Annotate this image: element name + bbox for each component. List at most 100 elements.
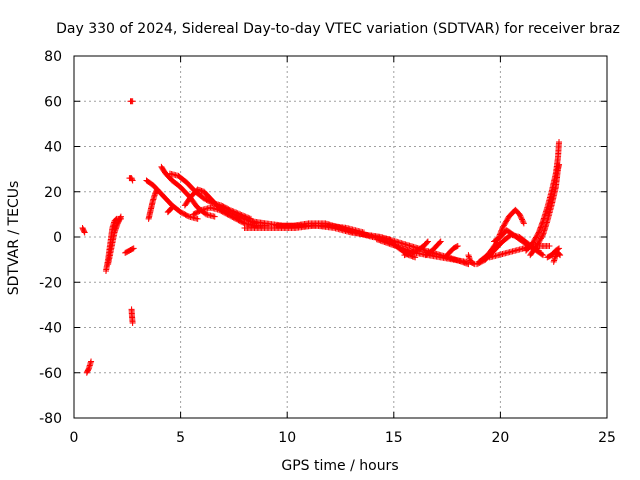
- data-point: [533, 233, 540, 240]
- data-point: [194, 215, 201, 222]
- data-point: [169, 204, 176, 211]
- grid: [74, 56, 607, 418]
- data-point: [498, 226, 505, 233]
- data-point: [498, 227, 505, 234]
- y-tick-label: 80: [44, 49, 62, 65]
- track-spur-2: [401, 238, 431, 259]
- track-spur-3: [422, 238, 444, 259]
- data-point: [530, 238, 537, 245]
- data-point: [535, 239, 542, 246]
- data-point: [501, 221, 508, 228]
- data-point: [437, 238, 444, 245]
- data-point: [538, 234, 545, 241]
- data-point: [88, 358, 95, 365]
- data-point: [412, 254, 419, 261]
- data-point: [240, 219, 247, 226]
- track-tail-b: [550, 249, 564, 265]
- data-point: [81, 228, 88, 235]
- data-point: [129, 177, 136, 184]
- data-point: [546, 243, 553, 250]
- track-short-left-a: [79, 224, 88, 236]
- data-point: [532, 234, 539, 241]
- data-point: [537, 236, 544, 243]
- data-point: [130, 245, 137, 252]
- track-loop-c: [491, 227, 542, 254]
- data-point: [556, 161, 563, 168]
- data-point: [556, 138, 563, 145]
- data-point: [129, 319, 136, 326]
- data-point: [117, 213, 124, 220]
- data-point: [436, 239, 443, 246]
- data-point: [529, 240, 536, 247]
- data-point: [517, 213, 524, 220]
- track-rise-2: [105, 213, 124, 268]
- data-point: [503, 218, 510, 225]
- y-tick-label: -40: [39, 321, 62, 337]
- data-point: [556, 245, 563, 252]
- x-tick-label: 25: [598, 430, 616, 446]
- track-low-mid: [122, 245, 137, 256]
- data-point: [117, 214, 124, 221]
- data-point: [211, 213, 218, 220]
- y-axis-label: SDTVAR / TECUs: [6, 181, 22, 296]
- data-point: [520, 220, 527, 227]
- y-tick-label: -20: [39, 275, 62, 291]
- data-point: [168, 205, 175, 212]
- track-outlier-neg: [128, 306, 136, 326]
- plot-frame: [73, 55, 608, 419]
- data-point: [537, 235, 544, 242]
- data-point: [424, 239, 431, 246]
- track-climb-2: [527, 161, 563, 259]
- data-point: [519, 217, 526, 224]
- data-point: [184, 212, 191, 219]
- data-point: [424, 238, 431, 245]
- y-tick-label: 20: [44, 185, 62, 201]
- y-tick-label: 40: [44, 140, 62, 156]
- track-hump-a: [143, 177, 201, 222]
- track-low-left: [83, 358, 95, 376]
- data-point: [533, 243, 540, 250]
- data-point: [535, 247, 542, 254]
- data-point: [557, 252, 564, 259]
- track-gap-a: [465, 252, 478, 268]
- chart-title: Day 330 of 2024, Sidereal Day-to-day VTE…: [56, 21, 620, 37]
- data-point: [517, 212, 524, 219]
- data-point: [503, 217, 510, 224]
- x-tick-label: 0: [70, 430, 79, 446]
- y-tick-label: -80: [39, 411, 62, 427]
- data-point: [129, 176, 136, 183]
- x-tick-label: 20: [491, 430, 509, 446]
- data-point: [540, 252, 547, 259]
- data-point: [532, 235, 539, 242]
- x-tick-label: 5: [176, 430, 185, 446]
- data-point: [197, 207, 204, 214]
- data-point: [520, 219, 527, 226]
- data-marks: [79, 98, 564, 376]
- data-point: [556, 251, 563, 258]
- data-point: [538, 251, 545, 258]
- data-point: [530, 239, 537, 246]
- data-point: [453, 243, 460, 250]
- data-point: [129, 98, 136, 105]
- data-point: [534, 241, 541, 248]
- data-point: [519, 216, 526, 223]
- track-cluster-5: [164, 204, 176, 216]
- data-point: [518, 215, 525, 222]
- data-point: [129, 245, 136, 252]
- data-point: [502, 219, 509, 226]
- track-spur-4: [441, 243, 461, 261]
- x-tick-label: 15: [385, 430, 403, 446]
- data-point: [500, 222, 507, 229]
- data-point: [536, 238, 543, 245]
- data-point: [539, 232, 546, 239]
- track-outlier-top: [127, 98, 136, 105]
- data-point: [535, 230, 542, 237]
- data-point: [454, 243, 461, 250]
- data-point: [535, 240, 542, 247]
- x-tick-label: 10: [278, 430, 296, 446]
- data-point: [500, 223, 507, 230]
- data-point: [504, 216, 511, 223]
- data-point: [534, 231, 541, 238]
